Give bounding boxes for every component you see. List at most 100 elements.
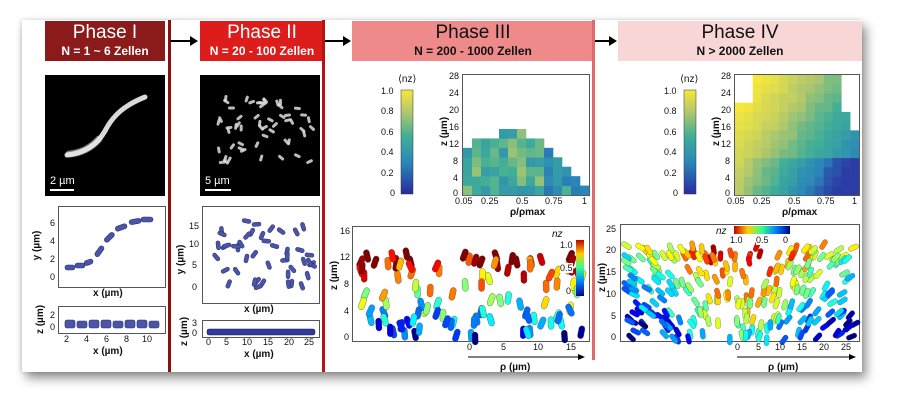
cell-marker bbox=[817, 252, 826, 263]
phase1-xy-ytick: 4 bbox=[50, 236, 56, 246]
phase1-xz-ylabel: z (µm) bbox=[35, 304, 47, 335]
cell-marker bbox=[789, 276, 797, 288]
cell-marker bbox=[734, 315, 740, 327]
cell-marker bbox=[641, 284, 652, 293]
phase4-side-cells bbox=[621, 239, 861, 346]
phase3-heat-ytick: 8 bbox=[453, 156, 459, 166]
cell-marker bbox=[812, 332, 823, 343]
bacterium-cell bbox=[239, 124, 243, 132]
cell-marker bbox=[705, 293, 713, 305]
heat-cell bbox=[770, 121, 780, 131]
bacterium-cell bbox=[306, 159, 313, 164]
heat-cell bbox=[770, 84, 780, 94]
heat-cell bbox=[805, 167, 816, 177]
cell-marker bbox=[542, 279, 550, 294]
heat-cell bbox=[761, 102, 771, 113]
phase2-xy-xlabel: x (µm) bbox=[244, 304, 274, 315]
heat-cell bbox=[770, 148, 780, 159]
heat-cell bbox=[463, 185, 473, 196]
phase4-subtitle: N > 2000 Zellen bbox=[696, 44, 784, 58]
cell-marker bbox=[659, 250, 668, 261]
cell-marker bbox=[808, 245, 818, 255]
cell-marker bbox=[285, 279, 292, 289]
cell-marker bbox=[702, 253, 710, 265]
heat-cell bbox=[788, 185, 798, 196]
heat-cell bbox=[463, 166, 473, 177]
heat-cell bbox=[770, 176, 780, 187]
phase3-heat-ytick: 24 bbox=[449, 88, 460, 98]
cell-marker bbox=[812, 306, 822, 317]
cell-marker bbox=[394, 270, 402, 284]
phase1-xz-plot bbox=[58, 306, 166, 334]
heat-cell bbox=[823, 84, 833, 94]
cell-marker bbox=[490, 256, 500, 270]
heat-cell bbox=[770, 158, 780, 168]
heat-cell bbox=[752, 185, 762, 196]
bacterium-cell bbox=[223, 98, 230, 105]
bacterium-cell bbox=[268, 128, 275, 134]
heat-cell bbox=[490, 185, 500, 196]
phase1-subtitle: N = 1 ~ 6 Zellen bbox=[61, 44, 149, 58]
heat-cell bbox=[814, 139, 824, 150]
heat-cell bbox=[832, 185, 842, 196]
heat-cell bbox=[770, 185, 780, 196]
phase3-heat-ytick: 4 bbox=[453, 173, 459, 183]
cell-marker bbox=[630, 327, 641, 336]
cell-marker bbox=[793, 264, 802, 276]
heat-cell bbox=[797, 75, 807, 85]
heat-cell bbox=[814, 111, 824, 122]
heat-cell bbox=[761, 167, 771, 177]
phase4-side-xtick: 5 bbox=[756, 342, 762, 352]
heat-cell bbox=[535, 166, 545, 177]
heat-cell bbox=[805, 84, 816, 94]
cell-marker bbox=[300, 222, 307, 232]
cell-marker bbox=[743, 313, 750, 325]
heat-cell bbox=[788, 121, 798, 131]
bacterium-cell bbox=[237, 141, 245, 147]
bacterium-cell bbox=[257, 119, 262, 127]
cell-marker bbox=[666, 278, 675, 290]
cell-marker bbox=[685, 333, 692, 345]
phase4-heat-ytick: 8 bbox=[725, 156, 731, 166]
bacterium-cell bbox=[218, 116, 223, 123]
heat-cell bbox=[743, 167, 754, 177]
heat-cell bbox=[752, 111, 762, 122]
cell-marker bbox=[426, 283, 434, 298]
cell-marker bbox=[804, 258, 812, 269]
phase1-xy-ylabel: y (µm) bbox=[31, 230, 43, 261]
heat-cell bbox=[832, 93, 842, 103]
cell-marker bbox=[739, 268, 746, 280]
heat-cell bbox=[508, 138, 518, 149]
phase2-xy-ytick: 15 bbox=[189, 221, 200, 231]
phase4-cbar-tick: 0.6 bbox=[664, 127, 677, 137]
cell-marker bbox=[727, 333, 733, 346]
cell-marker bbox=[755, 296, 763, 308]
phase1-xz-ytick: 0 bbox=[50, 322, 56, 332]
heat-cell bbox=[735, 139, 745, 150]
phase4-heat-ytick: 4 bbox=[725, 173, 731, 183]
phase4-cbar-tick: 0 bbox=[673, 188, 679, 198]
heat-cell bbox=[823, 93, 833, 103]
phase4-side-ytick: 20 bbox=[606, 245, 617, 255]
heat-cell bbox=[850, 176, 860, 187]
cell-marker bbox=[705, 315, 712, 327]
arrow-3-4 bbox=[595, 36, 617, 46]
phase1-xy-ytick: 2 bbox=[50, 254, 56, 264]
heat-cell bbox=[805, 121, 816, 131]
phase3-side-ytick: 4 bbox=[344, 306, 350, 316]
heat-cell bbox=[779, 111, 789, 122]
cell-marker bbox=[665, 250, 675, 261]
phase2-xz-xtick: 20 bbox=[284, 337, 295, 347]
heat-cell bbox=[535, 147, 545, 158]
heat-cell bbox=[472, 176, 482, 186]
heat-cell bbox=[735, 158, 745, 168]
heat-cell bbox=[752, 121, 762, 131]
bacterium-cell bbox=[284, 113, 292, 118]
cell-marker bbox=[250, 249, 259, 259]
heat-cell bbox=[743, 185, 754, 196]
heat-cell bbox=[805, 158, 816, 168]
cell-marker bbox=[540, 296, 550, 310]
cell-marker bbox=[781, 299, 789, 311]
phase4-side-xtick: 15 bbox=[797, 342, 808, 352]
cell-marker bbox=[669, 333, 679, 344]
